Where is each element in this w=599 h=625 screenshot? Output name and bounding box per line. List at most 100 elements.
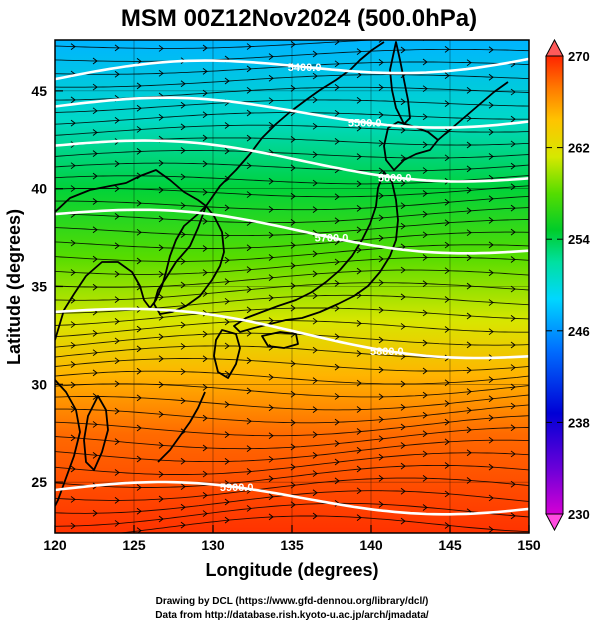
wind-arrowhead [114,407,120,415]
wind-arrowhead [422,450,428,458]
wind-arrowhead [510,140,516,148]
wind-arrowhead [158,244,164,252]
wind-arrowhead [268,121,274,129]
colorbar-tick-label: 246 [568,324,590,339]
wind-arrowhead [114,296,120,303]
contour-label: 5500.0 [348,117,382,129]
wind-arrowhead [70,381,76,389]
wind-arrowhead [356,226,362,234]
wind-arrowhead [466,477,472,484]
wind-arrowhead [246,505,252,512]
wind-arrowhead [246,357,252,364]
coastline-primorye [205,41,385,207]
wind-arrowhead [290,262,296,270]
wind-arrowhead [70,434,76,442]
wind-arrowhead [114,160,120,168]
credit-drawing: Drawing by DCL (https://www.gfd-dennou.o… [156,596,429,607]
wind-arrowhead [70,361,76,368]
contour-line [55,139,529,183]
wind-arrowhead [356,267,362,275]
wind-arrowhead [466,407,472,414]
wind-arrowhead [224,431,230,438]
wind-arrowhead [202,89,208,97]
wind-arrowhead [158,270,164,278]
contour-line [55,208,529,255]
wind-arrowhead [202,188,208,196]
wind-arrowhead [488,217,494,224]
streamline [55,502,529,527]
wind-arrowhead [356,124,362,132]
wind-arrowhead [356,48,362,55]
wind-arrowhead [268,177,274,185]
contour-line [55,480,529,516]
wind-arrowhead [92,421,98,428]
wind-arrowhead [466,254,472,262]
wind-arrowhead [70,321,76,328]
wind-arrowhead [356,320,362,327]
wind-arrowhead [400,154,406,162]
wind-arrowhead [378,279,384,287]
wind-arrowhead [356,514,362,521]
wind-arrowhead [268,432,274,440]
wind-arrowhead [334,137,340,145]
colorbar-ramp [545,55,564,515]
wind-arrowhead [400,46,406,54]
wind-arrowhead [444,241,450,249]
wind-arrowhead [444,438,450,446]
wind-arrowhead [246,387,252,395]
wind-arrowhead [488,269,494,277]
height-contours: 5400.0 5500.0 5600.0 5700.0 5800.0 5900.0 [55,57,529,516]
streamline [55,74,529,88]
wind-arrowhead [268,373,274,381]
wind-arrowhead [224,256,230,264]
wind-arrowhead [246,286,252,293]
wind-arrowhead [488,195,494,203]
wind-arrowhead [312,122,318,130]
wind-arrowhead [312,451,318,459]
wind-arrowhead [312,346,318,354]
wind-arrowhead [224,318,230,326]
wind-arrowhead [378,501,384,508]
wind-arrowhead [444,198,450,206]
wind-arrowhead [290,241,296,249]
wind-arrowhead [510,383,516,391]
streamline [55,415,529,437]
wind-arrowhead [290,192,296,200]
wind-arrowhead [158,113,164,121]
wind-arrowhead [510,402,516,410]
wind-arrowhead [444,400,450,407]
wind-arrowhead [466,312,472,320]
wind-arrowhead [400,517,406,525]
contour-line [55,57,529,81]
wind-arrowhead [510,364,516,371]
wind-arrowhead [312,292,318,300]
wind-arrowhead [268,254,274,261]
wind-arrowhead [70,269,76,276]
wind-arrowhead [224,401,230,408]
wind-arrowhead [180,231,186,238]
wind-arrowhead [136,58,142,65]
wind-arrowhead [92,198,98,205]
wind-arrowhead [444,490,450,498]
contour-label: 5800.0 [370,346,404,358]
wind-arrowhead [224,498,230,506]
wind-arrowhead [400,126,406,134]
wind-arrowhead [268,97,274,105]
wind-arrowhead [158,515,164,523]
streamline [55,244,529,262]
coastline-honshu [233,171,399,333]
wind-arrowhead [92,283,98,291]
wind-arrowhead [224,232,230,239]
streamline [55,307,529,326]
contour-label: 5600.0 [378,172,412,184]
wind-arrowhead [378,416,384,423]
coastlines [55,41,509,507]
wind-arrowhead [202,160,208,168]
colorbar-tick-label: 262 [568,141,590,156]
wind-arrowhead [246,109,252,117]
wind-arrowhead [466,207,472,215]
wind-arrowhead [246,329,252,337]
wind-arrowhead [268,493,274,501]
wind-arrowhead [312,512,318,520]
